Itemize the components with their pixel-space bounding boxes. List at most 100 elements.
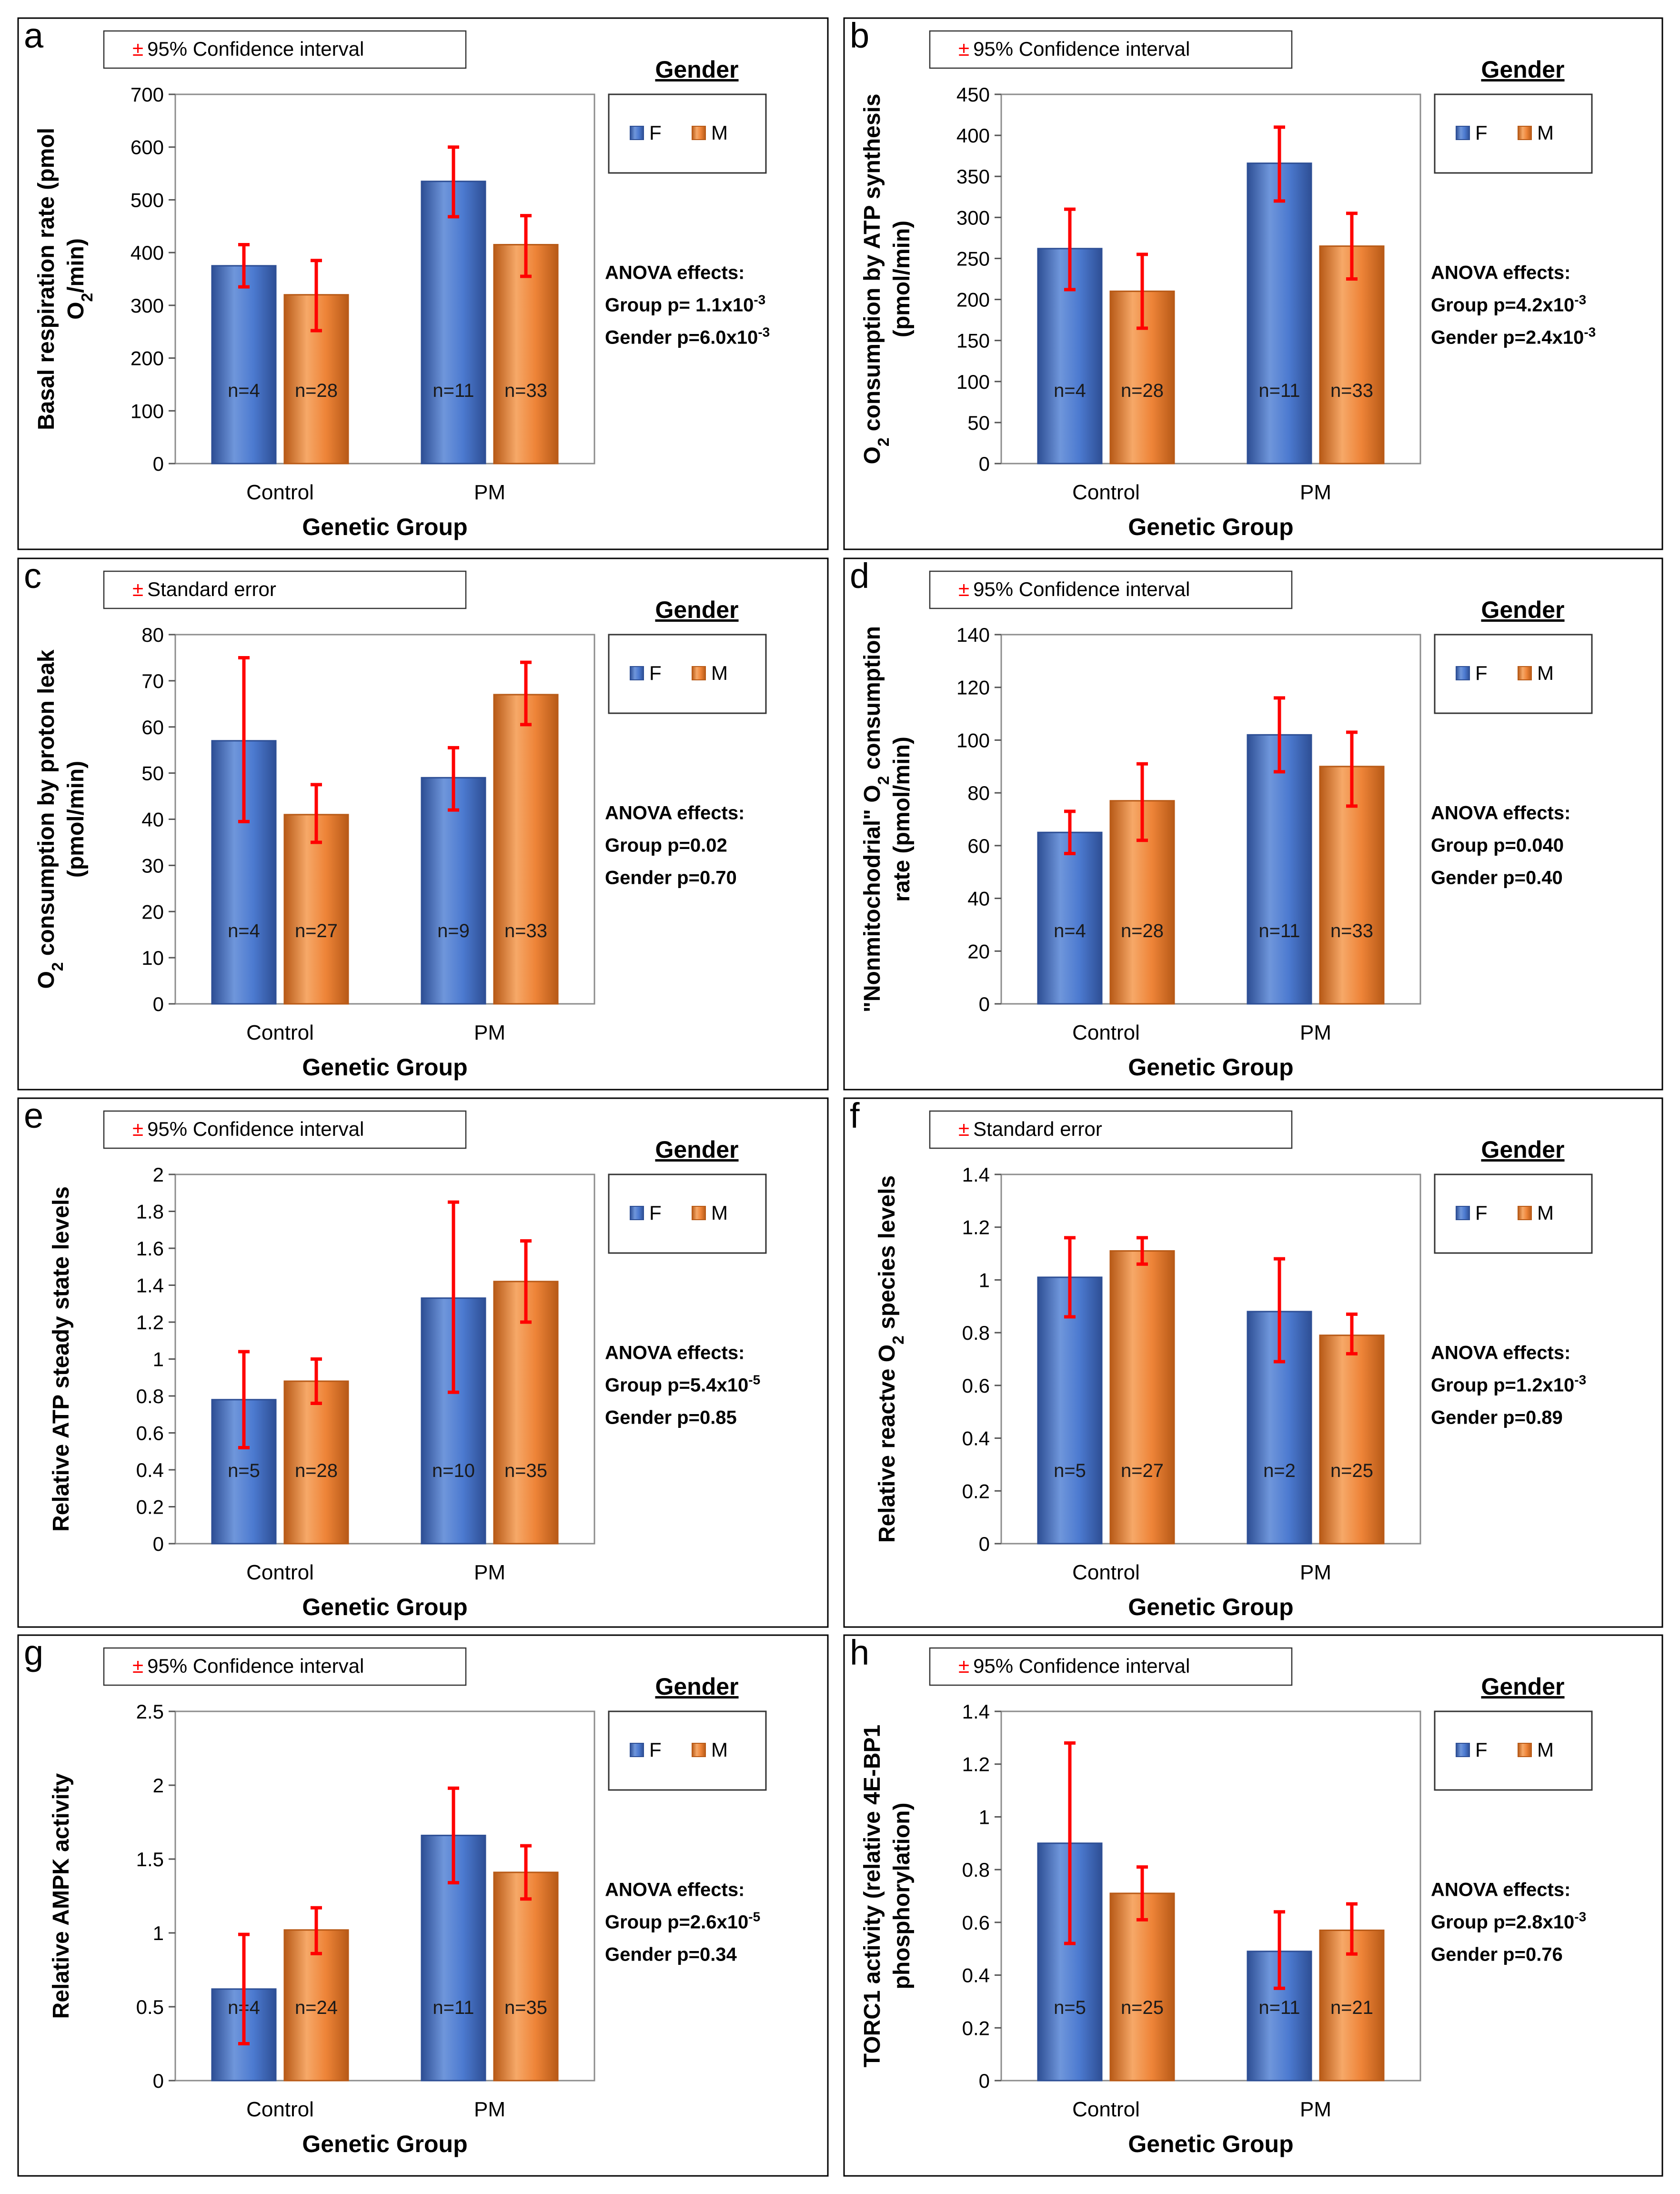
legend-label-female: F xyxy=(1475,1202,1488,1224)
bar-m-pm xyxy=(1319,245,1385,465)
x-tick-label: Control xyxy=(246,481,314,504)
plus-minus-symbol: ± xyxy=(958,1655,969,1677)
x-tick-label: PM xyxy=(1300,481,1331,504)
y-tick-label: 200 xyxy=(956,289,990,311)
y-tick-label: 0.2 xyxy=(962,1480,990,1502)
n-label: n=10 xyxy=(432,1460,475,1481)
y-tick-label: 1.6 xyxy=(136,1237,164,1260)
legend-label-male: M xyxy=(1537,1739,1554,1761)
error-bar-label-box xyxy=(103,1647,467,1686)
y-tick-label: 140 xyxy=(956,624,990,646)
plus-minus-symbol: ± xyxy=(958,38,969,60)
panel-letter: a xyxy=(24,16,44,55)
error-bar-label: ±95% Confidence interval xyxy=(132,1118,364,1140)
y-tick-label: 70 xyxy=(141,670,164,692)
error-bar-type: 95% Confidence interval xyxy=(973,578,1190,600)
legend-swatch-female xyxy=(1456,666,1470,680)
y-tick-label: 500 xyxy=(131,189,164,211)
y-tick-label: 0 xyxy=(153,453,164,475)
y-tick-label: 120 xyxy=(956,677,990,699)
x-tick-label: PM xyxy=(474,1021,505,1044)
x-tick-label: PM xyxy=(1300,2098,1331,2121)
plus-minus-symbol: ± xyxy=(132,38,143,60)
error-bar-label-box xyxy=(929,1647,1293,1686)
legend-title: Gender xyxy=(655,56,738,83)
n-label: n=35 xyxy=(504,1460,547,1481)
plus-minus-symbol: ± xyxy=(132,578,143,600)
anova-line: Group p=0.02 xyxy=(605,835,727,856)
n-label: n=4 xyxy=(228,920,260,941)
y-tick-label: 20 xyxy=(141,900,164,923)
y-tick-label: 0 xyxy=(979,453,990,475)
y-tick-label: 20 xyxy=(967,940,990,962)
anova-line: Group p=4.2x10-3 xyxy=(1431,292,1586,316)
chart-panel-g: g ±95% Confidence interval 0 0.5 1 1.5 2 2.5 Con… xyxy=(17,1633,829,2177)
n-label: n=5 xyxy=(1054,1997,1086,2018)
y-tick-label: 40 xyxy=(967,888,990,910)
y-tick-label: 50 xyxy=(141,762,164,785)
y-tick-label: 80 xyxy=(967,782,990,804)
error-bar-label-box xyxy=(103,570,467,609)
y-tick-label: 2.5 xyxy=(136,1700,164,1723)
y-tick-label: 50 xyxy=(967,412,990,434)
n-label: n=33 xyxy=(504,380,547,401)
bar-m-pm xyxy=(493,1871,559,2082)
legend-swatch-female xyxy=(1456,1206,1470,1220)
error-bar-type: 95% Confidence interval xyxy=(147,1118,364,1140)
y-tick-label: 1.4 xyxy=(962,1163,990,1186)
n-label: n=9 xyxy=(437,920,470,941)
anova-line: Gender p=0.40 xyxy=(1431,868,1563,889)
legend-label-female: F xyxy=(649,1739,662,1761)
y-tick-label: 1.2 xyxy=(962,1216,990,1239)
y-tick-label: 2 xyxy=(153,1163,164,1186)
y-tick-label: 350 xyxy=(956,165,990,188)
n-label: n=24 xyxy=(295,1997,338,2018)
n-label: n=33 xyxy=(1330,380,1373,401)
y-tick-label: 400 xyxy=(131,242,164,264)
anova-line: Gender p=0.76 xyxy=(1431,1944,1563,1965)
y-tick-label: 0 xyxy=(979,2070,990,2092)
y-tick-label: 1.5 xyxy=(136,1848,164,1870)
legend-label-female: F xyxy=(1475,121,1488,144)
panel-letter: e xyxy=(24,1096,43,1135)
y-tick-label: 250 xyxy=(956,247,990,270)
y-axis-title-line: phosphorylation) xyxy=(889,1803,915,1990)
error-bar-label: ± Standard error xyxy=(958,1118,1102,1140)
x-tick-label: PM xyxy=(474,2098,505,2121)
y-axis-title: Relative ATP steady state levels xyxy=(49,1186,74,1532)
bar-f-control xyxy=(211,265,277,465)
error-bar-type: Standard error xyxy=(147,578,276,600)
legend-label-female: F xyxy=(649,121,662,144)
panel-letter: h xyxy=(850,1633,869,1672)
y-tick-label: 30 xyxy=(141,854,164,877)
legend-label-male: M xyxy=(711,121,728,144)
legend-label-female: F xyxy=(649,1202,662,1224)
x-axis-title: Genetic Group xyxy=(302,1054,467,1081)
y-axis-title-line: O2​ consumption by proton leak xyxy=(34,649,67,989)
legend-swatch-male xyxy=(1518,1206,1532,1220)
x-tick-label: PM xyxy=(474,1561,505,1584)
panel-letter: g xyxy=(24,1633,43,1672)
y-axis-title-line: TORC1 activity (relative 4E-BP1 xyxy=(860,1725,885,2067)
bar-m-pm xyxy=(493,1281,559,1545)
error-bar-label: ±95% Confidence interval xyxy=(132,38,364,60)
y-tick-label: 10 xyxy=(141,947,164,969)
legend-title: Gender xyxy=(1481,1136,1564,1163)
y-axis-title: TORC1 activity (relative 4E-BP1 phosphory… xyxy=(860,1725,915,2067)
error-bar-label: ±95% Confidence interval xyxy=(958,1655,1190,1677)
legend-box xyxy=(1434,1710,1593,1791)
n-label: n=25 xyxy=(1121,1997,1164,2018)
y-tick-label: 0 xyxy=(153,1533,164,1555)
chart-panel-c: c ± Standard error 0 10 20 30 40 50 60 70 80 Control… xyxy=(17,556,829,1091)
x-tick-label: Control xyxy=(1072,1021,1140,1044)
x-tick-label: PM xyxy=(474,481,505,504)
anova-line: Gender p=0.34 xyxy=(605,1944,737,1965)
x-tick-label: Control xyxy=(1072,2098,1140,2121)
anova-title: ANOVA effects: xyxy=(605,803,744,824)
y-axis-title-line: O2​/min) xyxy=(63,238,96,320)
error-bar-type: 95% Confidence interval xyxy=(973,38,1190,60)
y-tick-label: 0.4 xyxy=(962,1964,990,1987)
n-label: n=5 xyxy=(228,1460,260,1481)
n-label: n=33 xyxy=(1330,920,1373,941)
y-axis-title-line: Relative reactve O2​ species levels xyxy=(875,1175,907,1543)
